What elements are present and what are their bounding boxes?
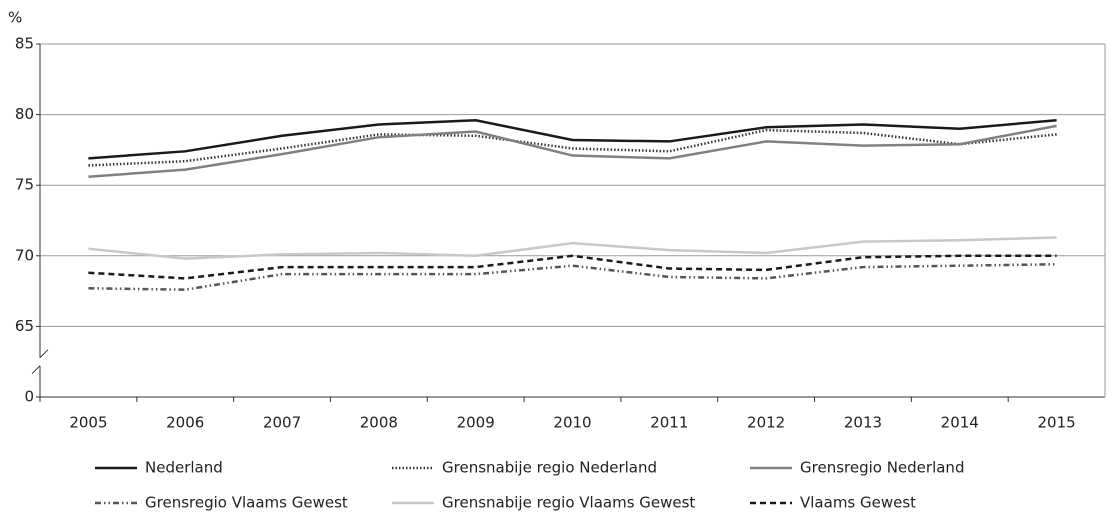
y-tick-label: 65 — [15, 317, 34, 335]
x-tick-label: 2010 — [553, 414, 591, 432]
x-tick-label: 2009 — [457, 414, 495, 432]
x-tick-label: 2008 — [360, 414, 398, 432]
x-tick-label: 2011 — [650, 414, 688, 432]
x-tick-label: 2007 — [263, 414, 301, 432]
legend-label: Grensregio Vlaams Gewest — [145, 494, 348, 512]
y-tick-label: 75 — [15, 176, 34, 194]
y-tick-label: 70 — [15, 246, 34, 264]
series-line — [88, 254, 1057, 280]
y-tick-label: 0 — [24, 388, 34, 406]
series-line — [88, 236, 1057, 260]
x-tick-label: 2015 — [1037, 414, 1075, 432]
series-line — [88, 118, 1057, 160]
legend-label: Grensregio Nederland — [800, 459, 964, 477]
series-line — [88, 124, 1057, 178]
legend-label: Nederland — [145, 459, 223, 477]
x-tick-label: 2006 — [166, 414, 204, 432]
y-axis-label: % — [8, 9, 22, 27]
y-tick-label: 85 — [15, 35, 34, 53]
legend-label: Grensnabije regio Nederland — [442, 459, 657, 477]
series-line — [88, 263, 1057, 291]
legend-label: Grensnabije regio Vlaams Gewest — [442, 494, 695, 512]
x-tick-label: 2005 — [69, 414, 107, 432]
axis-break — [31, 343, 49, 380]
x-tick-label: 2012 — [747, 414, 785, 432]
x-tick-label: 2014 — [941, 414, 979, 432]
y-tick-label: 80 — [15, 105, 34, 123]
series-line — [88, 128, 1057, 167]
x-tick-label: 2013 — [844, 414, 882, 432]
legend-label: Vlaams Gewest — [800, 494, 916, 512]
